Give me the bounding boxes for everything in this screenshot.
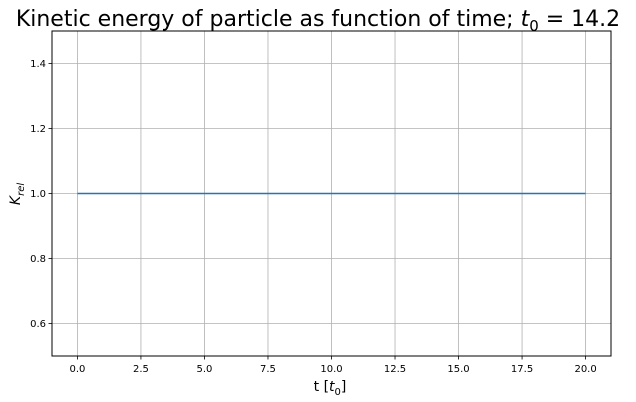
x-tick-label: 2.5 [133, 364, 149, 375]
x-tick-label: 12.5 [384, 364, 406, 375]
x-tick-label: 15.0 [447, 364, 469, 375]
x-tick-label: 10.0 [320, 364, 342, 375]
x-tick-label: 5.0 [197, 364, 213, 375]
x-tick-label: 0.0 [69, 364, 85, 375]
y-tick-label: 1.0 [30, 189, 46, 200]
x-tick-label: 20.0 [574, 364, 596, 375]
x-tick-label: 7.5 [260, 364, 276, 375]
y-tick-label: 1.4 [30, 59, 46, 70]
x-tick-label: 17.5 [511, 364, 533, 375]
y-tick-label: 0.8 [30, 254, 46, 265]
ticks: 0.0 2.5 5.0 7.5 10.0 12.5 15.0 17.5 20.0 0.6 0.8 1.… [30, 59, 597, 375]
y-tick-label: 1.2 [30, 124, 46, 135]
y-tick-label: 0.6 [30, 319, 46, 330]
x-axis-label: t [t0] [314, 379, 347, 398]
chart-title: Kinetic energy of particle as function o… [16, 7, 620, 35]
y-axis-label: Krel [8, 183, 27, 205]
